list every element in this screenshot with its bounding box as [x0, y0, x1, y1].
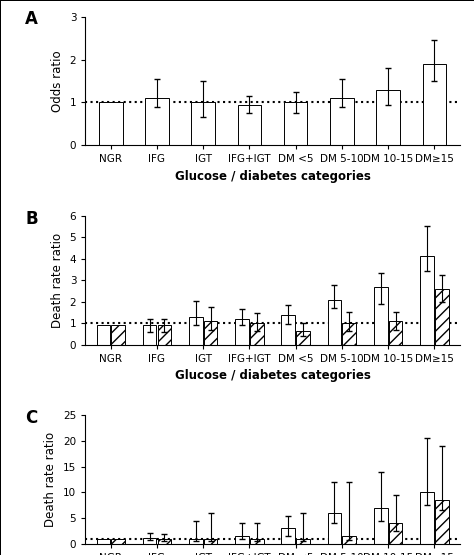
- Bar: [435, 500, 448, 544]
- Bar: [111, 539, 125, 544]
- Bar: [143, 325, 156, 345]
- Bar: [235, 536, 249, 544]
- Bar: [296, 331, 310, 345]
- Bar: [374, 508, 388, 544]
- X-axis label: Glucose / diabetes categories: Glucose / diabetes categories: [174, 170, 371, 183]
- Bar: [389, 523, 402, 544]
- Bar: [435, 289, 448, 345]
- Bar: [204, 321, 218, 345]
- Bar: [374, 287, 388, 345]
- X-axis label: Glucose / diabetes categories: Glucose / diabetes categories: [174, 369, 371, 382]
- Bar: [235, 319, 249, 345]
- Bar: [250, 539, 264, 544]
- Bar: [157, 325, 171, 345]
- Text: B: B: [26, 210, 38, 228]
- Bar: [111, 325, 125, 345]
- Bar: [191, 102, 215, 145]
- Bar: [189, 539, 202, 544]
- Bar: [422, 64, 446, 145]
- Bar: [389, 321, 402, 345]
- Bar: [376, 89, 400, 145]
- Bar: [343, 536, 356, 544]
- Text: A: A: [26, 10, 38, 28]
- Bar: [145, 98, 169, 145]
- Bar: [420, 492, 434, 544]
- Bar: [282, 315, 295, 345]
- Bar: [328, 300, 341, 345]
- Bar: [237, 104, 261, 145]
- Bar: [250, 323, 264, 345]
- Bar: [97, 539, 110, 544]
- Bar: [420, 256, 434, 345]
- Bar: [343, 323, 356, 345]
- Bar: [282, 528, 295, 544]
- Bar: [284, 102, 308, 145]
- Bar: [99, 102, 123, 145]
- Text: C: C: [26, 409, 37, 427]
- Bar: [97, 325, 110, 345]
- Y-axis label: Death rate ratio: Death rate ratio: [51, 233, 64, 328]
- Bar: [328, 513, 341, 544]
- Y-axis label: Death rate ratio: Death rate ratio: [45, 432, 57, 527]
- Bar: [157, 539, 171, 544]
- Bar: [143, 538, 156, 544]
- Bar: [330, 98, 354, 145]
- Y-axis label: Odds ratio: Odds ratio: [51, 50, 64, 112]
- Bar: [189, 317, 202, 345]
- Bar: [204, 539, 218, 544]
- Bar: [296, 539, 310, 544]
